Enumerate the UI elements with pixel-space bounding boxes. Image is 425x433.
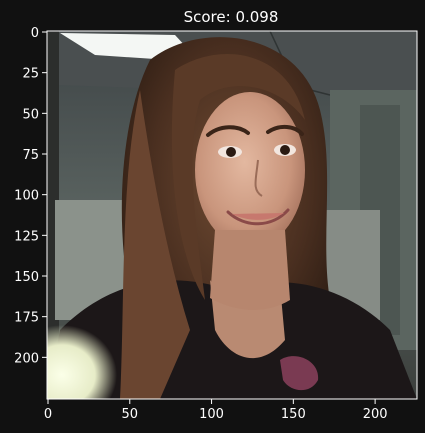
y-tick-label: 175 [14,311,39,326]
y-axis: 0 25 50 75 100 125 150 175 200 [14,26,47,366]
x-tick-label: 0 [44,407,52,422]
y-tick-label: 150 [14,270,39,285]
photo-image [47,31,417,399]
y-tick-label: 50 [22,107,39,122]
x-tick-label: 100 [199,407,224,422]
y-tick-label: 25 [22,67,39,82]
x-tick-label: 50 [122,407,139,422]
y-tick-label: 200 [14,351,39,366]
x-tick-label: 200 [363,407,388,422]
y-tick-label: 0 [31,26,39,41]
x-tick-label: 150 [281,407,306,422]
x-axis: 0 50 100 150 200 [44,399,388,422]
y-tick-label: 125 [14,229,39,244]
y-tick-label: 75 [22,148,39,163]
y-tick-label: 100 [14,189,39,204]
axes-frame [46,30,418,400]
chart-title: Score: 0.098 [184,8,279,26]
